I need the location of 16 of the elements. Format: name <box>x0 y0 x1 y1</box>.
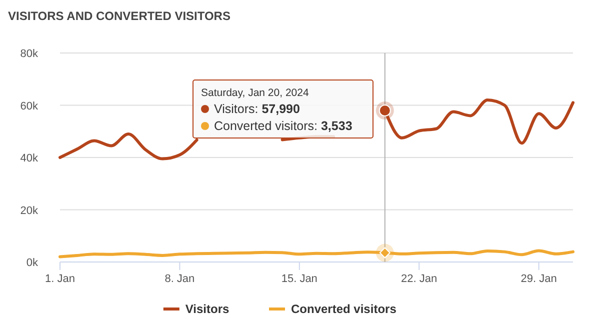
y-tick-label: 20k <box>20 204 38 217</box>
y-tick-label: 0k <box>26 257 38 269</box>
x-tick-label: 29. Jan <box>520 273 557 285</box>
chart-title: VISITORS AND CONVERTED VISITORS <box>8 9 230 23</box>
x-tick-label: 1. Jan <box>45 273 75 285</box>
x-tick-label: 15. Jan <box>281 273 318 285</box>
y-tick-label: 40k <box>20 152 38 164</box>
y-tick-label: 60k <box>20 100 38 112</box>
y-tick-label: 80k <box>20 48 38 60</box>
legend-label: Converted visitors <box>291 302 397 316</box>
annotation: Saturday, Jan 20, 2024 <box>201 87 309 99</box>
annotation: Converted visitors: 3,533 <box>214 119 352 133</box>
x-tick-label: 8. Jan <box>164 273 195 285</box>
annotation: Visitors: 57,990 <box>214 102 300 116</box>
legend-label: Visitors <box>185 302 230 316</box>
x-tick-label: 22. Jan <box>401 273 438 285</box>
